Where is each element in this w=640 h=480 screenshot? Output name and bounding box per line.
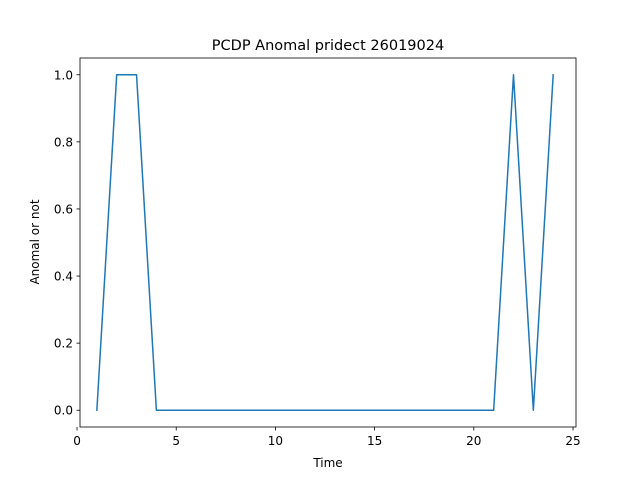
x-tick-label: 20 [466, 434, 481, 448]
x-tick-label: 5 [172, 434, 180, 448]
x-tick-label: 0 [73, 434, 81, 448]
plot-area [96, 73, 554, 412]
axes-frame [79, 57, 577, 428]
y-tick-label: 1.0 [54, 68, 73, 82]
y-tick-label: 0.2 [54, 337, 73, 351]
x-tick-label: 15 [367, 434, 382, 448]
axes: 0 5 10 15 20 25 0.0 0.2 0.4 0.6 0.8 1.0 [54, 57, 581, 448]
chart-title: PCDP Anomal pridect 26019024 [212, 38, 444, 54]
y-tick-label: 0.6 [54, 202, 73, 216]
series-line-1 [96, 73, 554, 412]
x-tick-label: 25 [565, 434, 580, 448]
y-tick-label: 0.8 [54, 135, 73, 149]
x-tick-label: 10 [268, 434, 283, 448]
y-tick-label: 0.4 [54, 270, 73, 284]
x-axis-label: Time [312, 456, 342, 470]
y-axis-label: Anomal or not [28, 199, 42, 284]
y-tick-label: 0.0 [54, 404, 73, 418]
